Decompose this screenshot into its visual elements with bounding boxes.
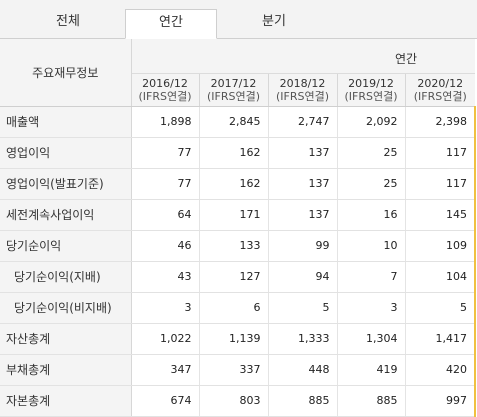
cell-value: 162	[198, 168, 268, 200]
row-label: 당기순이익(지배)	[0, 261, 132, 293]
year-label: 2020/12	[417, 76, 464, 90]
cell-value: 2,747	[267, 106, 337, 138]
row-label: 세전계속사업이익	[0, 199, 132, 231]
cell-value: 46	[130, 230, 199, 262]
cell-value: 7	[336, 261, 405, 293]
column-header-year: 2020/12 (IFRS연결)	[404, 73, 476, 107]
cell-value: 137	[267, 168, 337, 200]
cell-value: 2,398	[404, 106, 477, 138]
cell-value: 885	[336, 385, 405, 417]
basis-label: (IFRS연결)	[206, 89, 261, 103]
row-label: 영업이익	[0, 137, 132, 169]
cell-value: 137	[267, 137, 337, 169]
cell-value: 127	[198, 261, 268, 293]
period-header: 연간	[131, 39, 476, 74]
table-row: 당기순이익(비지배) 3 6 5 3 5	[0, 292, 477, 324]
cell-value: 77	[130, 137, 199, 169]
year-label: 2017/12	[210, 76, 257, 90]
table-row: 영업이익(발표기준) 77 162 137 25 117	[0, 168, 477, 200]
cell-value: 94	[267, 261, 337, 293]
cell-value: 1,022	[130, 323, 199, 355]
cell-value: 171	[198, 199, 268, 231]
cell-value: 2,845	[198, 106, 268, 138]
cell-value: 10	[336, 230, 405, 262]
tab-all[interactable]: 전체	[56, 14, 80, 29]
basis-label: (IFRS연결)	[138, 89, 192, 103]
table-body: 매출액 1,898 2,845 2,747 2,092 2,398 영업이익 7…	[0, 106, 477, 417]
year-label: 2019/12	[348, 76, 394, 90]
cell-value: 2,092	[336, 106, 405, 138]
row-label: 당기순이익	[0, 230, 132, 262]
cell-value: 3	[130, 292, 199, 324]
cell-value: 803	[198, 385, 268, 417]
row-label: 당기순이익(비지배)	[0, 292, 132, 324]
basis-label: (IFRS연결)	[413, 89, 467, 103]
cell-value: 162	[198, 137, 268, 169]
column-header-year: 2016/12 (IFRS연결)	[130, 73, 199, 107]
basis-label: (IFRS연결)	[275, 89, 330, 103]
cell-value: 674	[130, 385, 199, 417]
cell-value: 1,333	[267, 323, 337, 355]
cell-value: 104	[404, 261, 477, 293]
cell-value: 1,417	[404, 323, 477, 355]
cell-value: 337	[198, 354, 268, 386]
cell-value: 64	[130, 199, 199, 231]
table-row: 부채총계 347 337 448 419 420	[0, 354, 477, 386]
cell-value: 1,139	[198, 323, 268, 355]
table-row: 당기순이익 46 133 99 10 109	[0, 230, 477, 262]
cell-value: 109	[404, 230, 477, 262]
corner-header: 주요재무정보	[0, 39, 132, 107]
cell-value: 99	[267, 230, 337, 262]
column-header-year: 2017/12 (IFRS연결)	[198, 73, 268, 107]
cell-value: 25	[336, 137, 405, 169]
row-label: 부채총계	[0, 354, 132, 386]
cell-value: 77	[130, 168, 199, 200]
cell-value: 25	[336, 168, 405, 200]
cell-value: 420	[404, 354, 477, 386]
cell-value: 5	[267, 292, 337, 324]
cell-value: 997	[404, 385, 477, 417]
tab-annual[interactable]: 연간	[125, 9, 217, 39]
table-row: 자산총계 1,022 1,139 1,333 1,304 1,417	[0, 323, 477, 355]
year-label: 2016/12	[142, 76, 188, 90]
cell-value: 885	[267, 385, 337, 417]
cell-value: 448	[267, 354, 337, 386]
cell-value: 1,304	[336, 323, 405, 355]
cell-value: 16	[336, 199, 405, 231]
cell-value: 1,898	[130, 106, 199, 138]
row-label: 자본총계	[0, 385, 132, 417]
cell-value: 5	[404, 292, 477, 324]
row-label: 자산총계	[0, 323, 132, 355]
row-label: 영업이익(발표기준)	[0, 168, 132, 200]
column-header-year: 2018/12 (IFRS연결)	[267, 73, 337, 107]
table-row: 세전계속사업이익 64 171 137 16 145	[0, 199, 477, 231]
cell-value: 117	[404, 168, 477, 200]
period-tab-bar: 전체 연간 분기	[0, 0, 477, 39]
basis-label: (IFRS연결)	[344, 89, 398, 103]
year-label: 2018/12	[279, 76, 326, 90]
table-row: 영업이익 77 162 137 25 117	[0, 137, 477, 169]
cell-value: 117	[404, 137, 477, 169]
cell-value: 6	[198, 292, 268, 324]
cell-value: 419	[336, 354, 405, 386]
cell-value: 145	[404, 199, 477, 231]
table-row: 매출액 1,898 2,845 2,747 2,092 2,398	[0, 106, 477, 138]
cell-value: 347	[130, 354, 199, 386]
cell-value: 133	[198, 230, 268, 262]
column-header-year: 2019/12 (IFRS연결)	[336, 73, 405, 107]
table-row: 당기순이익(지배) 43 127 94 7 104	[0, 261, 477, 293]
cell-value: 43	[130, 261, 199, 293]
financial-summary-table: 주요재무정보 연간 2016/12 (IFRS연결) 2017/12 (IFRS연결…	[0, 39, 477, 417]
tab-quarterly[interactable]: 분기	[262, 14, 286, 29]
cell-value: 3	[336, 292, 405, 324]
row-label: 매출액	[0, 106, 132, 138]
table-row: 자본총계 674 803 885 885 997	[0, 385, 477, 417]
cell-value: 137	[267, 199, 337, 231]
